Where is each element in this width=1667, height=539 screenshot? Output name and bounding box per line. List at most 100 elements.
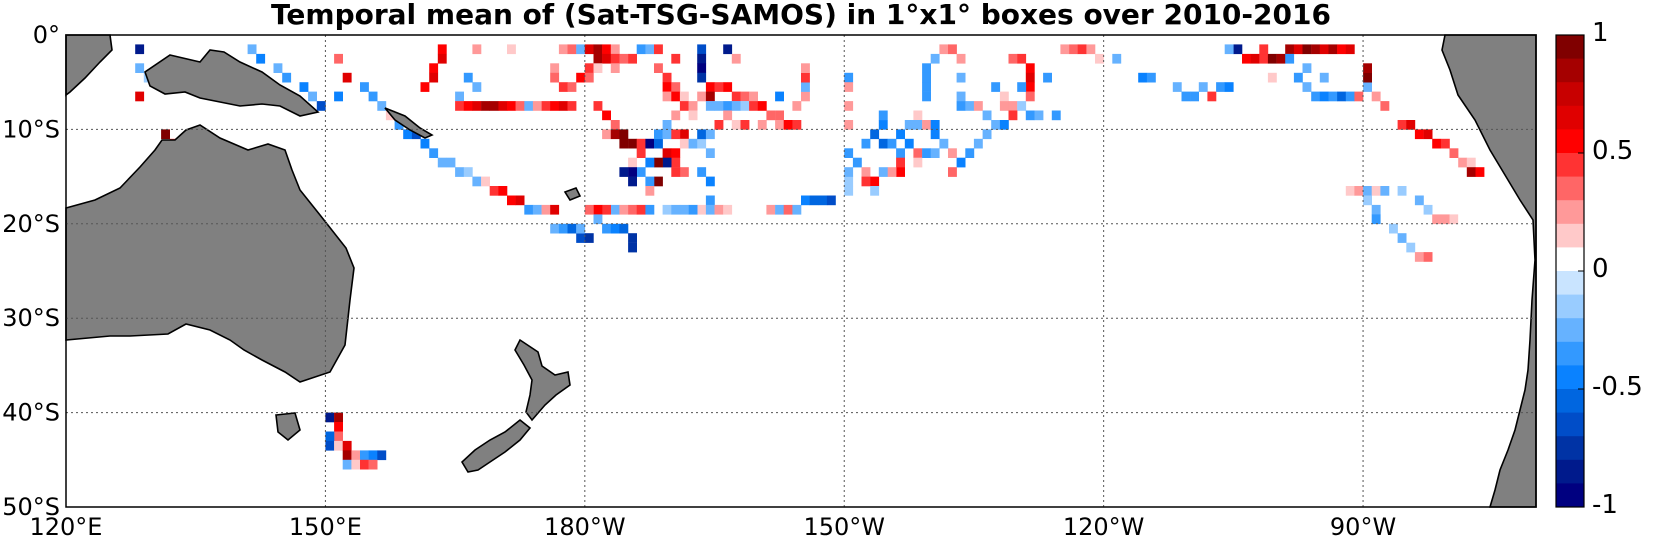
data-cell [714,82,724,92]
data-cell [1354,186,1364,196]
data-cell [628,157,637,168]
data-cell [325,440,335,451]
data-cell [1440,138,1450,149]
data-cell [602,53,611,64]
data-cell [723,82,733,92]
longitude-label: 120°E [30,513,103,539]
data-cell [1345,186,1355,196]
data-cell [705,204,715,215]
data-cell [429,72,439,83]
data-cell [1276,53,1286,64]
data-cell [801,195,810,206]
colorbar-tick-label: 1 [1592,18,1609,48]
data-cell [584,44,594,55]
data-cell [809,195,819,206]
data-cell [956,101,966,111]
colorbar-segment [1556,82,1584,107]
data-cell [697,167,707,177]
data-cell [671,157,681,168]
data-cell [679,129,689,140]
data-cell [610,129,620,140]
data-cell [1017,101,1027,111]
data-cell [273,63,283,73]
data-cell [628,176,637,187]
land-tasmania [275,412,301,442]
data-cell [576,44,586,55]
data-cell [1293,44,1303,55]
data-cell [1069,44,1078,55]
data-cell [325,431,335,442]
data-cell [948,148,957,158]
data-cell [705,176,715,187]
data-cell [697,44,707,55]
data-cell [792,101,802,111]
data-cell [878,138,888,149]
longitude-label: 90°W [1330,513,1396,539]
data-cell [645,157,655,168]
data-cell [671,129,681,140]
data-cell [1112,53,1122,64]
data-cell [896,167,905,177]
data-cell [619,223,629,234]
data-cell [472,44,482,55]
data-cell [965,101,975,111]
data-cell [429,148,439,158]
data-cell [377,450,387,461]
data-cell [567,44,577,55]
data-cell [489,101,499,111]
data-cell [472,176,482,187]
data-cell [1008,110,1018,121]
data-cell [654,44,663,55]
data-cell [705,101,715,111]
data-cell [956,53,966,64]
data-cell [628,138,637,149]
longitude-label: 180°W [544,513,626,539]
data-cell [567,101,577,111]
data-cell [740,120,750,130]
data-cell [1017,53,1027,64]
data-cell [610,223,620,234]
data-cell [550,101,560,111]
data-cell [334,422,343,432]
colorbar-segment [1556,459,1584,484]
data-cell [342,459,352,470]
data-cell [801,91,810,102]
colorbar-segment [1556,105,1584,130]
data-cell [567,82,577,92]
data-cell [913,157,923,168]
data-cell [1181,91,1191,102]
data-cell [342,440,352,451]
data-cell [360,82,369,92]
data-cell [844,82,854,92]
data-cell [1363,195,1372,206]
data-cell [697,91,707,102]
data-cell [299,82,309,92]
data-cell [965,148,975,158]
latitude-labels: 0° 10°S 20°S 30°S 40°S 50°S [2,21,60,521]
land-new-zealand-north [514,338,571,422]
data-cell [731,101,741,111]
data-cell [576,223,586,234]
data-cell [602,204,611,215]
data-cell [1025,82,1035,92]
data-cell [1285,44,1295,55]
data-cell [991,120,1001,130]
data-cell [922,148,931,158]
data-cell [515,195,525,206]
data-cell [671,148,681,158]
land-south-america [1441,34,1537,508]
colorbar-segment [1556,247,1584,272]
data-cell [1319,91,1329,102]
data-cell [878,110,888,121]
data-cell [1319,44,1329,55]
data-cell [705,82,715,92]
data-cell [1423,204,1433,215]
data-cell [896,129,905,140]
data-cell [913,148,923,158]
land-new-zealand-south [460,418,532,473]
data-cell [1440,214,1450,225]
data-cell [801,72,810,83]
data-cell [1242,53,1251,64]
data-cell [671,204,681,215]
data-cell [697,138,707,149]
